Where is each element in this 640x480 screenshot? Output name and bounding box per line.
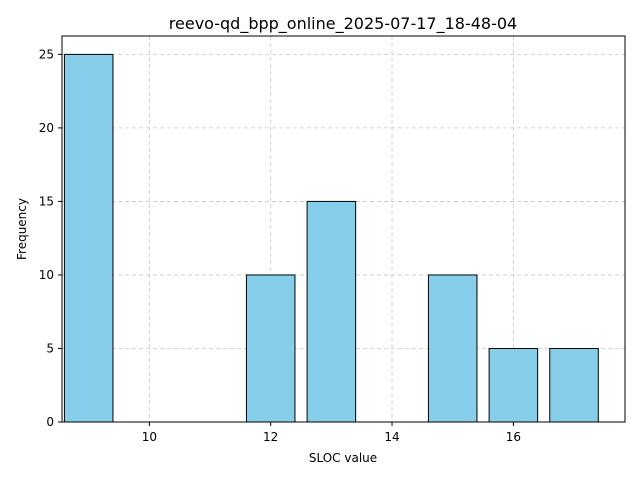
bars [63,53,599,423]
x-tick-label: 12 [263,430,278,444]
y-tick-label: 10 [39,268,54,282]
y-tick-label: 15 [39,194,54,208]
y-tick-label: 25 [39,47,54,61]
x-tick-label: 16 [506,430,521,444]
y-tick-label: 0 [46,415,54,429]
chart-title: reevo-qd_bpp_online_2025-07-17_18-48-04 [169,14,517,34]
y-axis-label: Frequency [15,198,29,260]
x-ticks: 10 12 14 16 [142,422,521,444]
bar-13 [306,200,357,423]
x-tick-label: 14 [384,430,399,444]
bar-16 [488,347,539,423]
y-tick-label: 20 [39,121,54,135]
plot-frame [61,35,626,423]
bar-12 [245,274,296,423]
bar-17 [549,347,599,423]
x-axis-label: SLOC value [309,451,377,465]
bar-15 [427,274,478,423]
bar-9 [63,53,114,423]
x-tick-label: 10 [142,430,157,444]
y-tick-label: 5 [46,341,54,355]
y-ticks: 0 5 10 15 20 25 [39,47,62,429]
